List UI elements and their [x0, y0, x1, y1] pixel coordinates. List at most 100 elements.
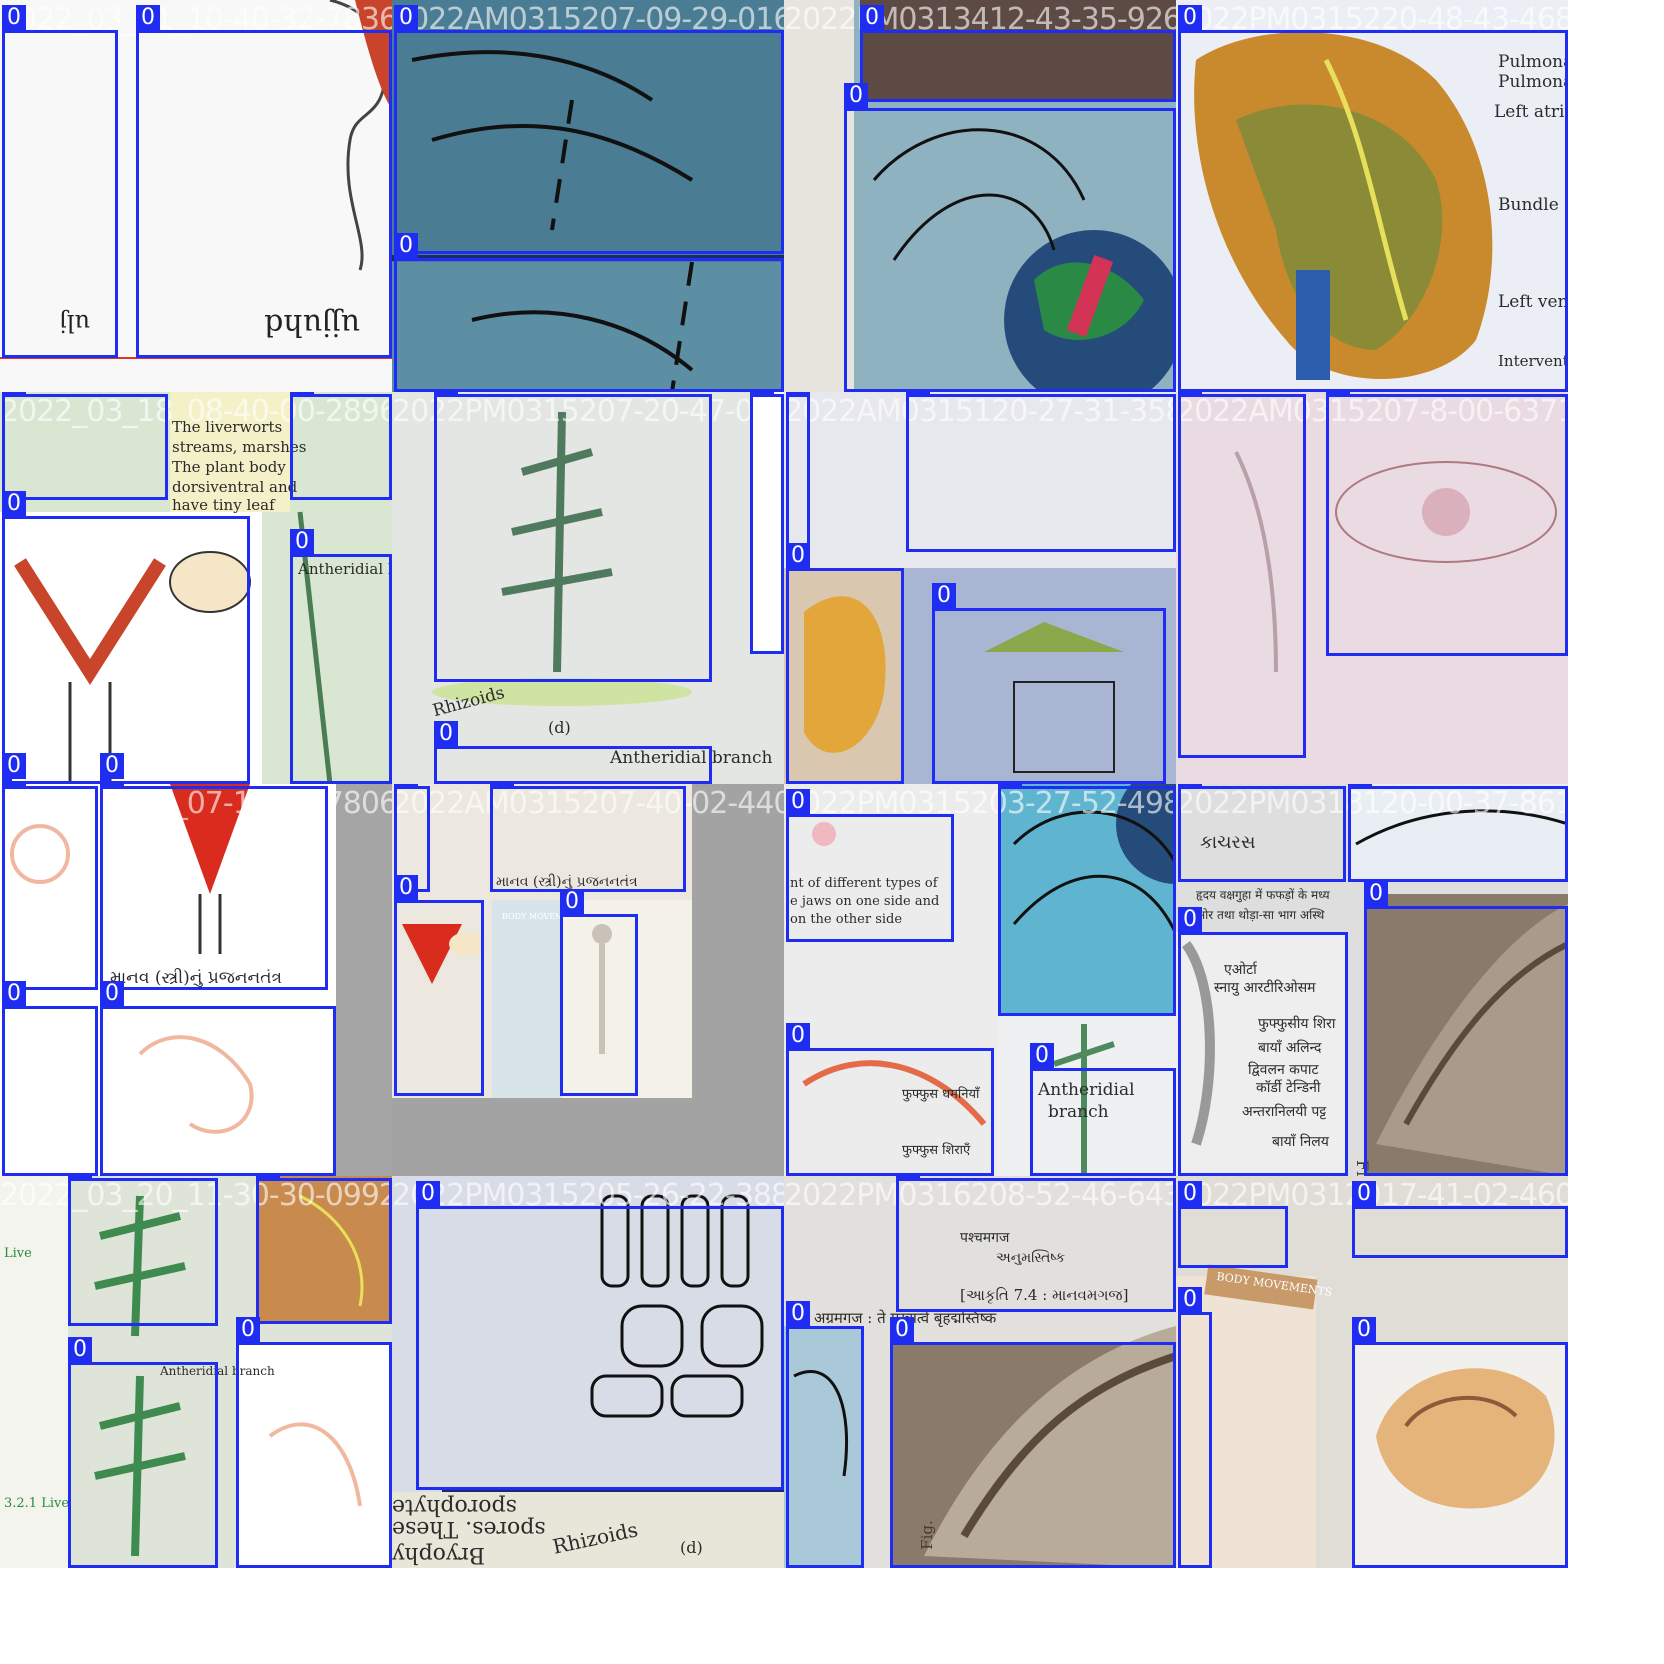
bbox-class-label: 0 [1326, 392, 1350, 395]
bbox-class-label: 0 [290, 529, 314, 555]
bbox-class-label: 0 [394, 875, 418, 901]
diagram-label: Antheridial [1038, 1080, 1135, 1100]
bbox-class-label: 0 [560, 889, 584, 915]
bbox-class-label: 0 [906, 392, 930, 395]
bbox: 0 [2, 392, 168, 500]
bbox-class-label: 0 [100, 981, 124, 1007]
diagram-label: Pulmonary [1498, 72, 1568, 92]
bbox: 0 [256, 1176, 392, 1324]
bbox-class-label: 0 [2, 784, 26, 787]
bbox-class-label: 0 [890, 1317, 914, 1343]
bbox: 0 [2, 491, 250, 784]
bbox-class-label: 0 [1352, 1181, 1376, 1207]
bbox: 0 [896, 1176, 1176, 1312]
bbox: 0 [750, 392, 784, 654]
bbox: 0 [416, 1181, 784, 1490]
bbox: 0 [290, 392, 392, 500]
svg-text:ulj: ulj [59, 309, 90, 337]
diagram-label: फुफ्फुसीय शिरा [1258, 1016, 1336, 1032]
tile-image [784, 1326, 1176, 1568]
diagram-label: कॉर्डी टेन्डिनी [1256, 1080, 1321, 1096]
bbox: 0 [490, 784, 686, 892]
bbox: 0 [1178, 907, 1348, 1176]
bbox-class-label: 0 [1364, 881, 1388, 907]
diagram-label: Live [4, 1246, 32, 1261]
bbox: 0 [890, 1317, 1176, 1568]
bbox: 0 [560, 889, 638, 1096]
diagram-label: કાચરસ [1200, 832, 1256, 853]
bbox-class-label: 0 [1352, 1317, 1376, 1343]
mosaic-tile: 2022_03_18_08-40-00-2896 The liverworts … [0, 392, 392, 784]
bbox-class-label: 0 [394, 5, 418, 31]
bbox: 0 [786, 789, 954, 942]
diagram-label: e jaws on one side and [790, 894, 940, 909]
diagram-label: फुफ्फुस शिराएँ [902, 1143, 971, 1158]
bbox-class-label: 0 [416, 1181, 440, 1207]
diagram-label: The liverworts [172, 418, 283, 436]
tile-image [0, 1176, 392, 1568]
diagram-label: Pulmonary [1498, 52, 1568, 72]
mosaic-tile: 2022PM0315205-26-22-3880 sporophyte spor… [392, 1176, 784, 1568]
bbox-class-label: 0 [2, 5, 26, 31]
mosaic-tile: 2022AM0315207-40-02-4400 માનવ (સ્ત્રી)નુ… [392, 784, 784, 1176]
bbox-class-label: 0 [786, 1301, 810, 1327]
diagram-label: Left atrium [1494, 102, 1568, 122]
bbox-class-label: 0 [860, 5, 884, 31]
bbox: 0 [434, 721, 712, 784]
bbox: 0 [100, 784, 328, 990]
bbox-class-label: 0 [750, 392, 774, 395]
bbox-class-label: 0 [68, 1337, 92, 1363]
bbox-class-label: 0 [1348, 784, 1372, 787]
bbox: 0 [1348, 784, 1568, 882]
bbox: 0 [786, 1301, 864, 1568]
bbox: 0 [1030, 1043, 1176, 1176]
diagram-label: branch [1048, 1102, 1109, 1122]
bbox: 0 [394, 875, 484, 1096]
bbox: 0 [1352, 1181, 1568, 1258]
diagram-label: [આકૃતિ 7.4 : માનવમગજ] [960, 1286, 1129, 1304]
diagram-label: (d) [680, 1538, 703, 1557]
diagram-label: Interventricular septum [1498, 352, 1568, 370]
diagram-label: માનવ (સ્ત્રી)નું પ્રજનનતંત્ર [496, 874, 638, 890]
bbox-class-label: 0 [136, 5, 160, 31]
bbox-class-label: 0 [394, 784, 418, 787]
bbox-class-label: 0 [1178, 1287, 1202, 1313]
bbox-class-label: 0 [1178, 784, 1202, 787]
tile-image [432, 392, 784, 706]
bbox: 0 [1178, 392, 1306, 758]
bbox: 0 [68, 1337, 218, 1568]
bbox: 0 [844, 83, 1176, 392]
mosaic-tile: 2022AM0315120-27-31-3587 0 0 0 0 [784, 392, 1176, 784]
bbox: 0 [1178, 5, 1568, 392]
tile-image [392, 784, 692, 1098]
diagram-label: स्नायु आरटीरिओसम [1214, 980, 1316, 996]
bbox-class-label: 0 [100, 753, 124, 779]
bbox: 0 [860, 5, 1176, 102]
mosaic-tile: 2022AM0315207-8-00-6371 0 0 [1176, 392, 1568, 784]
bbox-class-label: 0 [2, 392, 26, 395]
mosaic-tile: 2022_03_24_07-10-45-7806 માનવ (સ્ત્રી)નુ… [0, 784, 392, 1176]
bbox: 0 [100, 981, 336, 1176]
diagram-label: BODY MOVEMENTS [502, 912, 587, 921]
tile-image [1176, 1264, 1568, 1568]
tile-image [784, 0, 1176, 392]
diagram-label: અનુમસ્તિષ્ક [996, 1250, 1066, 1266]
tile-image [1234, 451, 1557, 673]
tile-image [0, 784, 336, 1176]
diagram-label: द्विवलन कपाट [1248, 1062, 1319, 1078]
mosaic-tile: 2022PM0315203-27-52-4989 nt of different… [784, 784, 1176, 1176]
diagram-label: (d) [548, 718, 571, 737]
bbox: 0 [236, 1317, 392, 1568]
bbox: 0 [434, 392, 712, 682]
diagram-label: हृदय वक्षगुहा में फफड़ों के मध्य [1196, 888, 1330, 902]
bbox: 0 [100, 753, 124, 784]
bbox-class-label: 0 [844, 83, 868, 109]
mosaic-tile: ujjuhd ulj 2022_03_21_10-40-32-7836 0 0 [0, 0, 392, 392]
bbox-class-label: 0 [2, 491, 26, 517]
bbox: 0 [68, 1176, 218, 1326]
bbox-class-label: 0 [1178, 392, 1202, 395]
bbox-class-label: 0 [932, 583, 956, 609]
bbox-class-label: 0 [1178, 5, 1202, 31]
bbox: 0 [2, 784, 98, 990]
